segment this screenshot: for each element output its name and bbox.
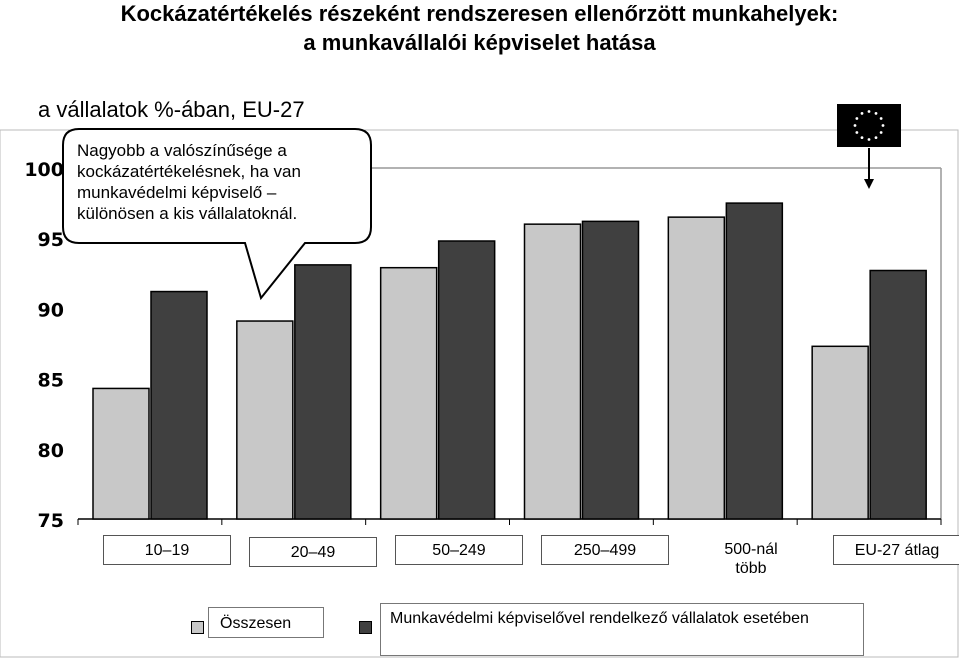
bar-with-rep [869,269,927,520]
x-category-label-line: EU-27 átlag [854,542,940,559]
callout-line: kockázatértékelésnek, ha van [77,162,301,181]
bar-with-rep [437,240,496,520]
flag-star [874,136,878,140]
flag-star [874,111,878,115]
x-category-label-line: 10–19 [144,542,190,559]
legend-swatch [359,621,372,634]
callout-line: munkavédelmi képviselő – [77,183,277,202]
chart-title-line2: a munkavállalói képviselet hatása [303,30,656,55]
callout-note: Nagyobb a valószínűsége a kockázatértéke… [64,129,356,241]
y-tick-label: 95 [38,229,64,251]
chart-subtitle: a vállalatok %-ában, EU-27 [38,97,305,122]
bar-with-rep [581,220,640,520]
x-category-label: EU-27 átlag [833,535,959,565]
flag-star [860,136,864,140]
y-tick-label: 85 [38,370,64,392]
flag-star [867,110,871,113]
callout-line: Nagyobb a valószínűsége a [77,141,287,160]
bar-with-rep [294,264,352,520]
flag-star [855,131,859,134]
bar-total [523,223,582,520]
y-tick-label: 75 [38,510,64,532]
bar-total [92,387,150,520]
flag-star [879,131,883,134]
callout-line: különösen a kis vállalatoknál. [77,204,298,223]
flag-star [853,124,857,127]
x-category-label: 50–249 [395,535,523,565]
legend-swatch [191,621,204,634]
legend-label: Összesen [208,607,324,638]
x-category-label-line: több [735,560,767,577]
x-category-label-line: 50–249 [432,542,486,559]
x-category-label-line: 500-nál [724,541,778,558]
flag-star [881,124,885,127]
bar-total [379,266,438,520]
flag-star [879,117,883,120]
x-category-label: 10–19 [103,535,231,565]
x-category-label-line: 250–499 [573,542,637,559]
bar-total [667,216,726,520]
flag-star [855,117,859,120]
x-category-label: 250–499 [541,535,669,565]
y-tick-label: 90 [38,299,64,321]
legend-label: Munkavédelmi képviselővel rendelkező vál… [380,603,864,656]
eu-flag-icon [837,104,901,147]
callout-bubble [62,128,372,301]
chart-title-line1: Kockázatértékelés részeként rendszeresen… [120,1,839,26]
bar-total [811,345,869,520]
y-tick-label: 100 [24,159,64,181]
x-category-label: 20–49 [249,537,377,567]
y-tick-label: 80 [38,440,64,462]
bar-total [236,320,294,520]
x-category-label-line: 20–49 [290,544,336,561]
arrow-down-icon [864,179,874,189]
x-category-label: 500-nál több [687,535,815,579]
flag-star [867,138,871,141]
bar-with-rep [725,202,784,520]
bar-with-rep [150,290,208,520]
flag-star [860,111,864,115]
